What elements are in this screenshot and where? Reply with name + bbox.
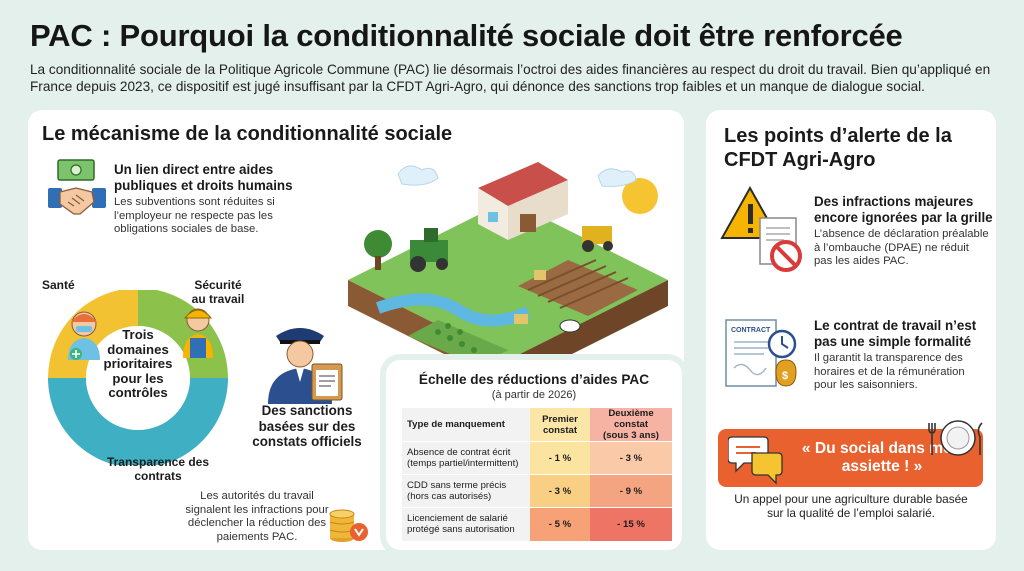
header-type: Type de manquement: [402, 408, 530, 442]
domains-donut: [48, 290, 228, 465]
alerts-title: Les points d’alerte de la CFDT Agri-Agro: [724, 125, 952, 171]
label-securite: Sécurité au travail: [191, 278, 245, 306]
handshake-money-icon: [48, 159, 106, 215]
header-second: Deuxième constat (sous 3 ans): [590, 408, 672, 442]
speech-bubbles-icon: [728, 436, 783, 485]
intro-text: La conditionnalité sociale de la Politiq…: [30, 62, 991, 94]
slogan-text: « Du social dans mon assiette ! »: [801, 440, 963, 475]
label-sante: Santé: [42, 278, 75, 292]
sanctions-text: Les autorités du travail signalent les i…: [185, 490, 329, 543]
plate-cutlery-icon: [928, 420, 983, 456]
slogan-banner: « Du social dans mon assiette ! »: [718, 429, 983, 487]
alert-1-title: Des infractions majeures encore ignorées…: [814, 194, 993, 225]
alert-1-text: L’absence de déclaration préalable à l’o…: [814, 228, 989, 267]
donut-center-text: Trois domaines prioritaires pour les con…: [103, 327, 173, 400]
closing-text: Un appel pour une agriculture durable ba…: [734, 492, 968, 520]
scale-subtitle: (à partir de 2026): [491, 389, 577, 401]
mechanism-panel: Le mécanisme de la conditionnalité socia…: [28, 110, 684, 550]
alert-2-text: Il garantit la transparence des horaires…: [814, 352, 965, 391]
page-title: PAC : Pourquoi la conditionnalité social…: [30, 18, 903, 53]
label-transparence: Transparence des contrats: [106, 455, 210, 483]
header-first: Premier constat: [530, 408, 590, 442]
table-row: Absence de contrat écrit (temps partiel/…: [402, 441, 672, 475]
contract-clock-icon: CONTRACT $: [725, 319, 797, 387]
sanctions-title: Des sanctions basées sur des constats of…: [252, 403, 362, 449]
reduction-table: Type de manquement Premier constat Deuxi…: [402, 408, 672, 541]
alert-2-title: Le contrat de travail n’est pas une simp…: [814, 318, 977, 349]
table-row: Licenciement de salarié protégé sans aut…: [402, 507, 672, 541]
inspector-clipboard-icon: [268, 328, 343, 404]
farm-illustration: [348, 162, 668, 386]
table-row: CDD sans terme précis (hors cas autorisé…: [402, 474, 672, 508]
scale-title: Échelle des réductions d’aides PAC: [418, 372, 650, 387]
coins-decrease-icon: [329, 509, 368, 542]
contract-label: CONTRACT: [731, 327, 771, 334]
warning-document-icon: [720, 185, 802, 272]
reduction-scale-card: Échelle des réductions d’aides PAC (à pa…: [386, 360, 682, 550]
link-text: Les subventions sont réduites si l’emplo…: [114, 196, 275, 235]
segment-transparence: [48, 378, 228, 465]
link-title: Un lien direct entre aides publiques et …: [114, 162, 293, 193]
svg-text:$: $: [782, 370, 788, 382]
mechanism-title: Le mécanisme de la conditionnalité socia…: [42, 123, 453, 145]
